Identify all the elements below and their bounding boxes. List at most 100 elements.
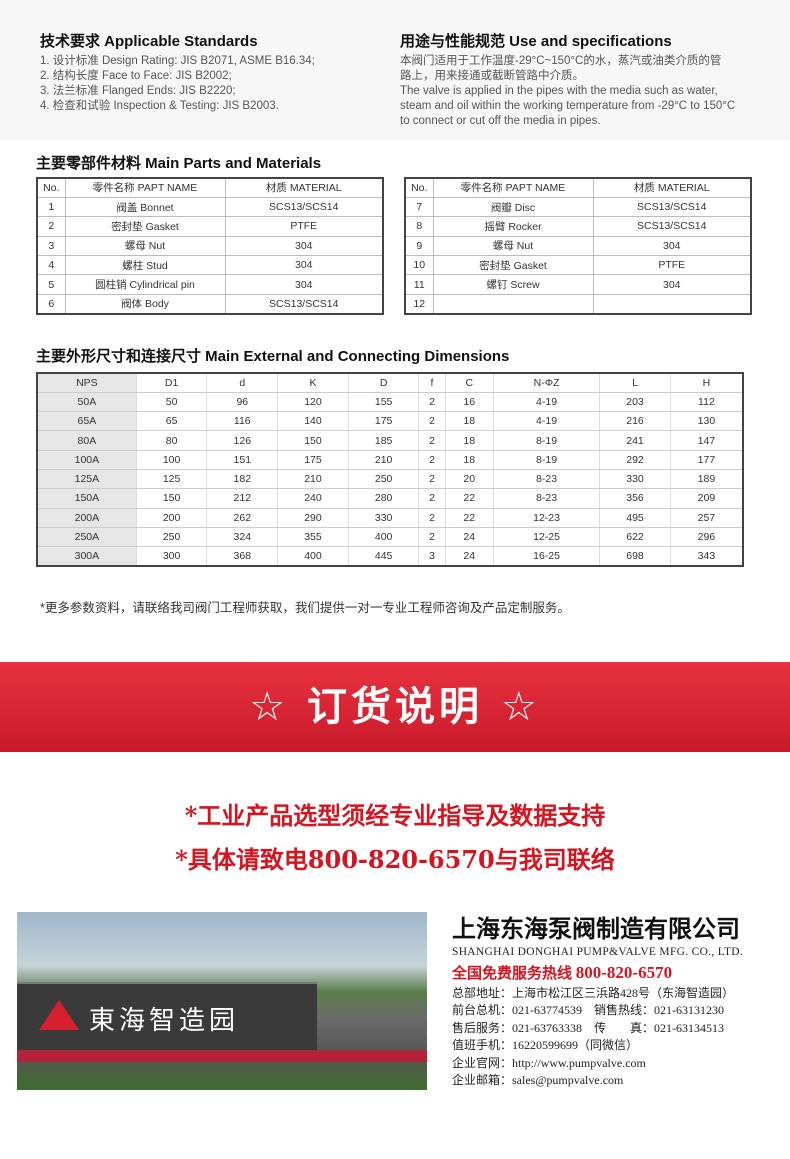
dimensions-cell: 290: [277, 508, 349, 528]
dimensions-cell: 80A: [36, 430, 137, 451]
dimensions-cell: 280: [347, 488, 419, 509]
parts-row: 11 螺钉 Screw 304: [404, 274, 752, 295]
parts-cell: 304: [592, 274, 752, 295]
parts-row: 8 摇臂 Rocker SCS13/SCS14: [404, 216, 752, 237]
company-name-en: SHANGHAI DONGHAI PUMP&VALVE MFG. CO., LT…: [452, 946, 744, 958]
dimensions-cell: 150A: [36, 488, 137, 509]
dimensions-cell: 200: [135, 508, 207, 528]
dimensions-cell: 292: [599, 450, 671, 470]
dimensions-cell: 262: [206, 508, 278, 528]
dimensions-cell: 112: [669, 392, 743, 413]
standard-item: 4. 检查和试验 Inspection & Testing: JIS B2003…: [40, 100, 279, 112]
parts-header-cell: 材质 MATERIAL: [592, 177, 752, 198]
dimensions-cell: 4-19: [492, 392, 600, 413]
parts-cell: 10: [404, 255, 434, 276]
dimensions-cell: 300A: [36, 546, 137, 567]
dimensions-cell: 368: [206, 546, 278, 567]
parts-cell: 3: [36, 235, 66, 257]
parts-cell: 304: [224, 255, 384, 276]
usage-title: 用途与性能规范 Use and specifications: [400, 33, 672, 50]
dimensions-cell: 2: [418, 392, 446, 413]
dimensions-cell: 185: [347, 430, 419, 451]
parts-header-cell: 零件名称 PAPT NAME: [64, 177, 226, 198]
dimensions-cell: 257: [669, 508, 743, 528]
parts-cell: PTFE: [224, 216, 384, 237]
parts-header-cell: 材质 MATERIAL: [224, 177, 384, 198]
parts-cell: 密封垫 Gasket: [64, 216, 226, 237]
footnote: *更多参数资料，请联络我司阀门工程师获取，我们提供一对一专业工程师咨询及产品定制…: [40, 601, 570, 615]
dimensions-header-cell: d: [206, 373, 278, 393]
dimensions-cell: 125A: [36, 469, 137, 490]
parts-cell: 螺钉 Screw: [432, 274, 594, 295]
dimensions-cell: 2: [418, 527, 446, 548]
dimensions-cell: 445: [347, 546, 419, 567]
parts-cell: 阀体 Body: [64, 293, 226, 315]
parts-cell: 圆柱销 Cylindrical pin: [64, 274, 226, 295]
parts-cell: 6: [36, 293, 66, 315]
dimensions-header-cell: N-ΦZ: [492, 373, 600, 393]
dimensions-cell: 209: [669, 488, 743, 509]
parts-title: 主要零部件材料 Main Parts and Materials: [36, 155, 322, 172]
parts-row: 3 螺母 Nut 304: [36, 235, 384, 257]
usage-block: 用途与性能规范 Use and specifications 本阀门适用于工作温…: [400, 30, 735, 129]
dimensions-cell: 182: [206, 469, 278, 490]
dimensions-cell: 250: [347, 469, 419, 490]
dimensions-row: 150A 150 212 240 280 2 22 8-23 356 209: [36, 488, 743, 509]
parts-row: 12: [404, 293, 752, 315]
parts-cell: 螺柱 Stud: [64, 255, 226, 276]
dimensions-cell: 177: [669, 450, 743, 470]
dimensions-header-cell: D1: [135, 373, 207, 393]
parts-row: 4 螺柱 Stud 304: [36, 255, 384, 276]
sign-text: 東海智造园: [89, 1006, 240, 1036]
usage-line: 本阀门适用于工作温度-29°C~150°C的水，蒸汽或油类介质的管: [400, 55, 722, 67]
dimensions-cell: 50A: [36, 392, 137, 413]
dimensions-cell: 155: [347, 392, 419, 413]
dimensions-header-cell: D: [347, 373, 419, 393]
parts-row: 2 密封垫 Gasket PTFE: [36, 216, 384, 237]
dimensions-cell: 250: [135, 527, 207, 548]
contact-line: 值班手机：16220599699（同微信）: [452, 1038, 639, 1052]
parts-row: 10 密封垫 Gasket PTFE: [404, 255, 752, 276]
dimensions-cell: 356: [599, 488, 671, 509]
sign-wall: 東海智造园: [17, 982, 317, 1050]
contact-line: 总部地址：上海市松江区三浜路428号（东海智造园）: [452, 985, 735, 1000]
dimensions-cell: 2: [418, 430, 446, 451]
parts-header-row: No. 零件名称 PAPT NAME 材质 MATERIAL: [36, 177, 384, 198]
dimensions-cell: 698: [599, 546, 671, 567]
dimensions-cell: 8-23: [492, 488, 600, 509]
dimensions-cell: 495: [599, 508, 671, 528]
dimensions-cell: 2: [418, 450, 446, 470]
dimensions-cell: 343: [669, 546, 743, 567]
company-contact: 上海东海泵阀制造有限公司 SHANGHAI DONGHAI PUMP&VALVE…: [452, 914, 782, 1090]
dimensions-cell: 216: [599, 411, 671, 432]
dimensions-cell: 330: [599, 469, 671, 490]
usage-line: 路上，用来接通或截断管路中介质。: [400, 70, 584, 82]
parts-cell: 密封垫 Gasket: [432, 255, 594, 276]
parts-cell: 11: [404, 274, 434, 295]
dimensions-cell: 150: [277, 430, 349, 451]
dimensions-cell: 324: [206, 527, 278, 548]
dimensions-cell: 2: [418, 488, 446, 509]
parts-cell: 1: [36, 196, 66, 218]
dimensions-cell: 18: [444, 411, 494, 432]
contact-line: 企业官网：http://www.pumpvalve.com: [452, 1055, 646, 1070]
usage-line: to connect or cut off the media in pipes…: [400, 115, 601, 127]
parts-header-row: No. 零件名称 PAPT NAME 材质 MATERIAL: [404, 177, 752, 198]
contact-line: 企业邮箱：sales@pumpvalve.com: [452, 1073, 624, 1087]
parts-cell: 阀盖 Bonnet: [64, 196, 226, 218]
dimensions-cell: 100: [135, 450, 207, 470]
dimensions-cell: 16: [444, 392, 494, 413]
dimensions-cell: 8-19: [492, 450, 600, 470]
hotline-number: 800-820-6570: [575, 962, 673, 982]
dimensions-cell: 22: [444, 488, 494, 509]
dimensions-row: 200A 200 262 290 330 2 22 12-23 495 257: [36, 508, 743, 528]
dimensions-cell: 125: [135, 469, 207, 490]
dimensions-cell: 2: [418, 508, 446, 528]
dimensions-cell: 24: [444, 546, 494, 567]
parts-row: 1 阀盖 Bonnet SCS13/SCS14: [36, 196, 384, 218]
dimensions-cell: 116: [206, 411, 278, 432]
dimensions-cell: 2: [418, 411, 446, 432]
dimensions-header-cell: C: [444, 373, 494, 393]
dimensions-header-cell: f: [418, 373, 446, 393]
